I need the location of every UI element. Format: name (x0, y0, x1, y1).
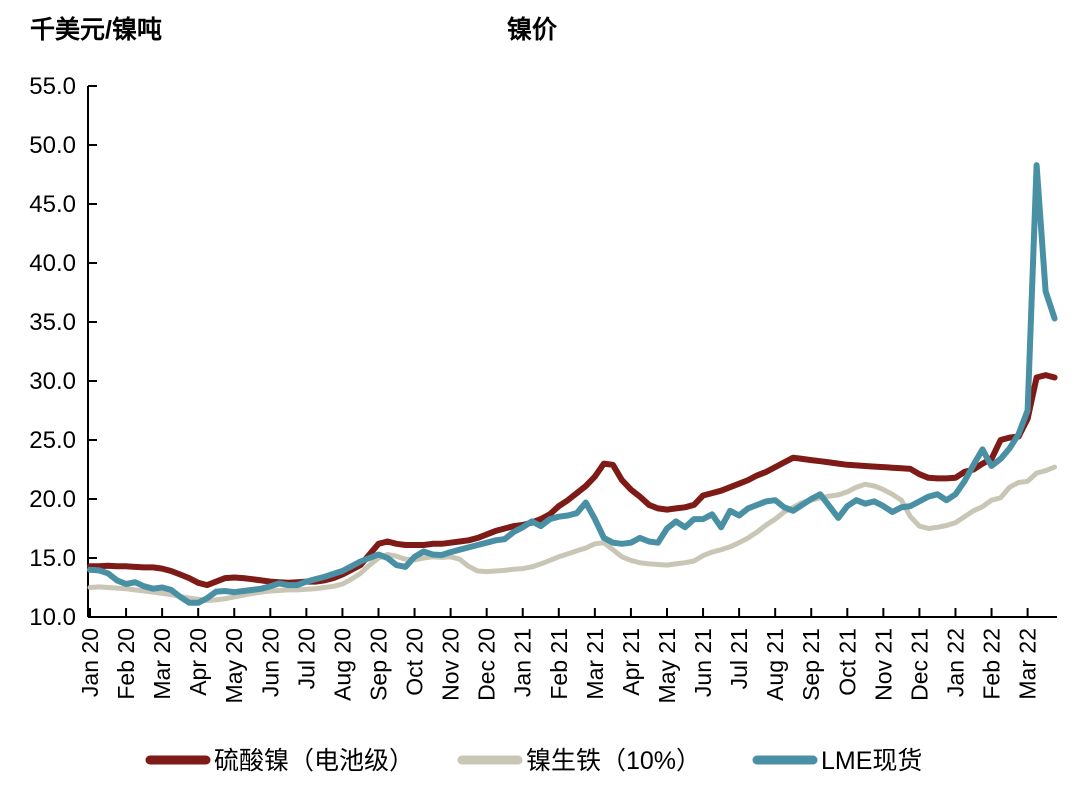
x-tick-label: Jul 20 (293, 628, 319, 689)
y-tick-label: 50.0 (29, 132, 76, 159)
x-tick-label: Feb 20 (113, 628, 139, 700)
x-tick-label: Jun 21 (690, 628, 716, 697)
y-tick-label: 40.0 (29, 250, 76, 277)
y-tick-label: 15.0 (29, 545, 76, 572)
x-tick-label: Oct 20 (402, 628, 428, 696)
series-line-2 (87, 162, 1058, 606)
axes: 10.0 15.0 20.0 25.0 30.0 35.0 40.0 45.0 50.0 55.0… (29, 73, 1057, 703)
series-line-1 (87, 464, 1058, 603)
y-tick-label: 30.0 (29, 368, 76, 395)
x-tick-label: Jan 22 (942, 628, 968, 697)
x-tick-label: Feb 22 (979, 628, 1005, 700)
x-tick-label: Mar 21 (582, 628, 608, 700)
x-tick-label: Oct 21 (834, 628, 860, 696)
y-tick-label: 25.0 (29, 427, 76, 454)
x-tick-label: Jul 21 (726, 628, 752, 689)
x-tick-label: Dec 21 (906, 628, 932, 701)
y-tick-label: 20.0 (29, 486, 76, 513)
x-tick-label: Jan 21 (510, 628, 536, 697)
x-tick-label: Dec 20 (474, 628, 500, 701)
y-tick-label: 10.0 (29, 604, 76, 631)
y-tick-label: 35.0 (29, 309, 76, 336)
x-tick-label: May 21 (654, 628, 680, 703)
x-tick-label: Aug 20 (329, 628, 355, 701)
y-axis-unit-label: 千美元/镍吨 (30, 15, 162, 44)
series-line-0 (87, 372, 1058, 589)
chart-title: 镍价 (507, 16, 558, 44)
x-tick-label: Mar 20 (149, 628, 175, 700)
legend-label: LME现货 (821, 747, 922, 775)
x-tick-label: Nov 20 (438, 628, 464, 701)
x-tick-label: Aug 21 (762, 628, 788, 701)
y-tick-label: 55.0 (29, 73, 76, 100)
x-tick-label: May 20 (221, 628, 247, 703)
x-tick-label: Sep 21 (798, 628, 824, 701)
x-tick-label: Nov 21 (870, 628, 896, 701)
legend-label: 硫酸镍（电池级） (214, 747, 414, 775)
x-tick-label: Jan 20 (77, 628, 103, 697)
x-tick-label: Feb 21 (546, 628, 572, 700)
x-tick-label: Mar 22 (1015, 628, 1041, 700)
x-tick-label: Jun 20 (257, 628, 283, 697)
plot-area (87, 162, 1058, 606)
legend: 硫酸镍（电池级） 镍生铁（10%） LME现货 (145, 747, 922, 775)
x-tick-label: Sep 20 (365, 628, 391, 701)
x-tick-label: Apr 21 (618, 628, 644, 696)
x-tick-label: Apr 20 (185, 628, 211, 696)
legend-label: 镍生铁（10%） (526, 747, 701, 775)
y-tick-label: 45.0 (29, 191, 76, 218)
